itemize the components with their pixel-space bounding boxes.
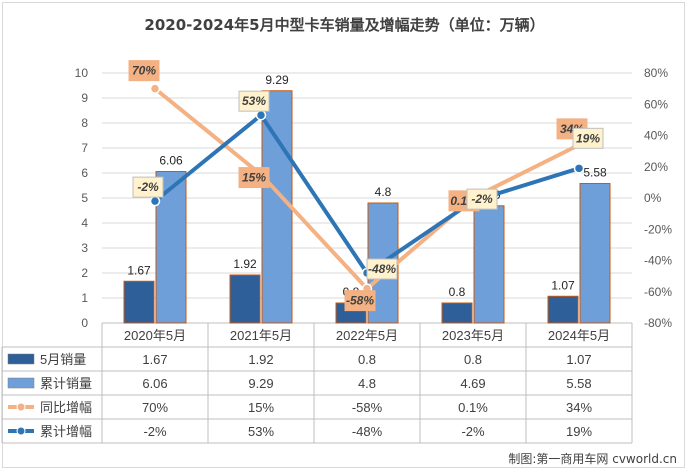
table-cell-value: 0.8 bbox=[358, 352, 376, 367]
line-data-label: -2% bbox=[137, 180, 159, 194]
bar-cumulative bbox=[261, 90, 293, 324]
x-category-label: 2022年5月 bbox=[336, 328, 398, 343]
table-cell-value: 5.58 bbox=[566, 376, 591, 391]
y-right-tick-label: 60% bbox=[644, 97, 668, 111]
y-left-tick-label: 9 bbox=[81, 91, 88, 105]
legend-key-bar bbox=[7, 353, 35, 365]
table-cell-value: 9.29 bbox=[248, 376, 273, 391]
table-cell-value: 4.69 bbox=[460, 376, 485, 391]
x-category-label: 2023年5月 bbox=[442, 328, 504, 343]
y-left-tick-label: 4 bbox=[81, 216, 88, 230]
table-cell-value: 0.1% bbox=[458, 400, 488, 415]
chart-title: 2020-2024年5月中型卡车销量及增幅走势（单位：万辆） bbox=[144, 16, 545, 34]
bar-cumulative bbox=[473, 205, 505, 324]
chart-frame bbox=[2, 2, 685, 468]
bar-data-label: 5.58 bbox=[583, 166, 607, 180]
legend-series-name: 累计销量 bbox=[40, 376, 92, 391]
legend-series-name: 5月销量 bbox=[40, 352, 86, 367]
table-cell-value: 53% bbox=[248, 424, 274, 439]
line-data-label: -2% bbox=[471, 192, 493, 206]
y-left-tick-label: 8 bbox=[81, 116, 88, 130]
table-cell-value: 1.07 bbox=[566, 352, 591, 367]
x-category-label: 2020年5月 bbox=[124, 328, 186, 343]
yoy-growth-callout bbox=[238, 167, 270, 189]
legend-series-name: 同比增幅 bbox=[40, 400, 92, 415]
yoy-growth-callout bbox=[344, 290, 376, 312]
bar-cumulative bbox=[579, 183, 611, 324]
line-data-label: 70% bbox=[132, 64, 156, 78]
cumulative-growth-callout bbox=[466, 188, 498, 210]
line-marker bbox=[255, 109, 267, 121]
table-cell-value: 19% bbox=[566, 424, 592, 439]
y-left-tick-label: 1 bbox=[81, 291, 88, 305]
chart-credit: 制图:第一商用车网 cvworld.cn bbox=[508, 452, 677, 466]
cumulative-growth-callout bbox=[238, 90, 270, 112]
cumulative-growth-callout bbox=[132, 176, 164, 198]
legend-key-marker bbox=[16, 402, 26, 412]
table-cell-value: 6.06 bbox=[142, 376, 167, 391]
table-cell-value: -58% bbox=[352, 400, 383, 415]
cumulative-growth-callout bbox=[572, 127, 604, 149]
bar-data-label: 0.8 bbox=[449, 285, 466, 299]
line-data-label: 15% bbox=[242, 171, 266, 185]
table-cell-value: -48% bbox=[352, 424, 383, 439]
legend-series-name: 累计增幅 bbox=[40, 424, 92, 439]
table-cell-value: 4.8 bbox=[358, 376, 376, 391]
line-data-label: -48% bbox=[368, 262, 396, 276]
y-right-tick-label: -60% bbox=[644, 285, 672, 299]
x-category-label: 2024年5月 bbox=[548, 328, 610, 343]
y-right-tick-label: 20% bbox=[644, 160, 668, 174]
y-right-tick-label: 0% bbox=[644, 191, 662, 205]
y-left-tick-label: 2 bbox=[81, 266, 88, 280]
table-cell-value: 1.92 bbox=[248, 352, 273, 367]
legend-key-bar bbox=[7, 377, 35, 389]
line-data-label: 19% bbox=[576, 131, 600, 145]
y-left-tick-label: 7 bbox=[81, 141, 88, 155]
table-cell-value: -2% bbox=[461, 424, 485, 439]
bar-data-label: 1.67 bbox=[127, 263, 151, 277]
table-cell-value: 0.8 bbox=[464, 352, 482, 367]
bar-monthly bbox=[441, 302, 473, 324]
y-left-tick-label: 5 bbox=[81, 191, 88, 205]
y-left-tick-label: 10 bbox=[75, 66, 89, 80]
line-data-label: 53% bbox=[242, 94, 266, 108]
bar-data-label: 9.29 bbox=[265, 73, 289, 87]
y-right-tick-label: -20% bbox=[644, 222, 672, 236]
bar-data-label: 6.06 bbox=[159, 154, 183, 168]
y-right-tick-label: 40% bbox=[644, 129, 668, 143]
table-cell-value: 70% bbox=[142, 400, 168, 415]
y-right-tick-label: -40% bbox=[644, 254, 672, 268]
table-cell-value: 15% bbox=[248, 400, 274, 415]
y-left-tick-label: 6 bbox=[81, 166, 88, 180]
line-data-label: -58% bbox=[346, 294, 374, 308]
y-right-tick-label: -80% bbox=[644, 316, 672, 330]
line-marker bbox=[149, 83, 161, 94]
yoy-growth-callout bbox=[128, 60, 160, 82]
y-left-tick-label: 3 bbox=[81, 241, 88, 255]
x-category-label: 2021年5月 bbox=[230, 328, 292, 343]
table-cell-value: -2% bbox=[143, 424, 167, 439]
line-marker bbox=[149, 195, 161, 207]
line-marker bbox=[573, 163, 585, 174]
bar-monthly bbox=[547, 295, 579, 324]
y-right-tick-label: 80% bbox=[644, 66, 668, 80]
table-cell-value: 34% bbox=[566, 400, 592, 415]
bar-data-label: 4.8 bbox=[375, 185, 392, 199]
cumulative-growth-callout bbox=[366, 258, 398, 280]
bar-data-label: 1.07 bbox=[551, 278, 575, 292]
legend-key-marker bbox=[16, 426, 26, 436]
y-left-tick-label: 0 bbox=[81, 316, 88, 330]
bar-data-label: 1.92 bbox=[233, 257, 257, 271]
table-cell-value: 1.67 bbox=[142, 352, 167, 367]
bar-monthly bbox=[229, 274, 261, 324]
bar-monthly bbox=[123, 280, 155, 324]
